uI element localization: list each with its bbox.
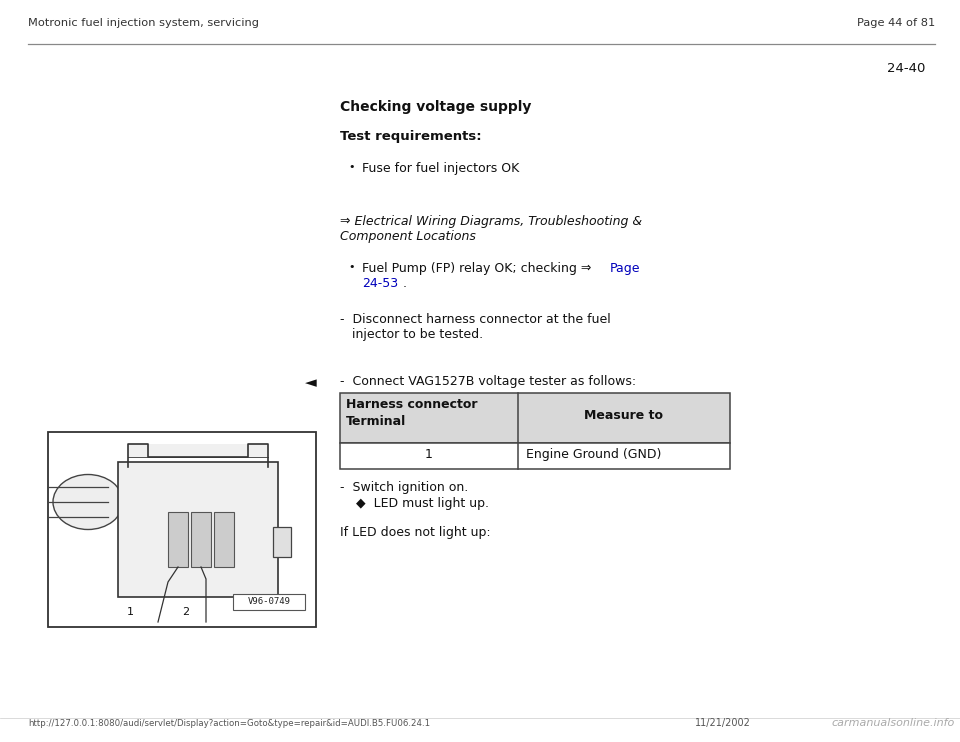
Bar [168, 512, 188, 567]
Text: Page: Page [610, 262, 640, 275]
Text: Fuse for fuel injectors OK: Fuse for fuel injectors OK [362, 162, 519, 175]
Text: Checking voltage supply: Checking voltage supply [340, 100, 532, 114]
Text: -  Connect VAG1527B voltage tester as follows:: - Connect VAG1527B voltage tester as fol… [340, 375, 636, 388]
Text: ◄: ◄ [305, 375, 317, 390]
Text: ⇒ Electrical Wiring Diagrams, Troubleshooting &: ⇒ Electrical Wiring Diagrams, Troublesho… [340, 215, 642, 228]
Bar [340, 393, 730, 443]
Text: http://127.0.0.1:8080/audi/servlet/Display?action=Goto&type=repair&id=AUDI.B5.FU: http://127.0.0.1:8080/audi/servlet/Displ… [28, 719, 430, 728]
Bar [191, 512, 211, 567]
Text: 1: 1 [127, 607, 133, 617]
Text: Terminal: Terminal [346, 415, 406, 428]
Bar [118, 462, 278, 597]
Text: Harness connector: Harness connector [346, 398, 477, 411]
Bar [233, 594, 305, 610]
Text: carmanualsonline.info: carmanualsonline.info [831, 718, 955, 728]
Text: injector to be tested.: injector to be tested. [340, 328, 483, 341]
Text: Component Locations: Component Locations [340, 230, 476, 243]
Text: 11/21/2002: 11/21/2002 [695, 718, 751, 728]
Bar [214, 512, 234, 567]
Text: Motronic fuel injection system, servicing: Motronic fuel injection system, servicin… [28, 18, 259, 28]
Text: V96-0749: V96-0749 [248, 597, 291, 606]
Text: .: . [399, 277, 407, 290]
Text: -  Switch ignition on.: - Switch ignition on. [340, 481, 468, 494]
Text: -  Disconnect harness connector at the fuel: - Disconnect harness connector at the fu… [340, 313, 611, 326]
Text: Page 44 of 81: Page 44 of 81 [856, 18, 935, 28]
Text: 24-53: 24-53 [362, 277, 398, 290]
Bar [340, 443, 730, 469]
Text: Test requirements:: Test requirements: [340, 130, 482, 143]
Text: Measure to: Measure to [585, 409, 663, 422]
Ellipse shape [53, 474, 123, 530]
Text: 24-40: 24-40 [887, 62, 925, 75]
Bar [48, 432, 316, 627]
Text: Fuel Pump (FP) relay OK; checking ⇒: Fuel Pump (FP) relay OK; checking ⇒ [362, 262, 595, 275]
Bar [273, 527, 291, 557]
Text: ◆  LED must light up.: ◆ LED must light up. [356, 497, 489, 510]
Text: 2: 2 [182, 607, 189, 617]
Text: Engine Ground (GND): Engine Ground (GND) [526, 448, 661, 461]
Text: If LED does not light up:: If LED does not light up: [340, 526, 491, 539]
Text: •: • [348, 162, 354, 172]
Text: •: • [348, 262, 354, 272]
Text: 1: 1 [425, 448, 433, 461]
Bar [128, 444, 268, 457]
